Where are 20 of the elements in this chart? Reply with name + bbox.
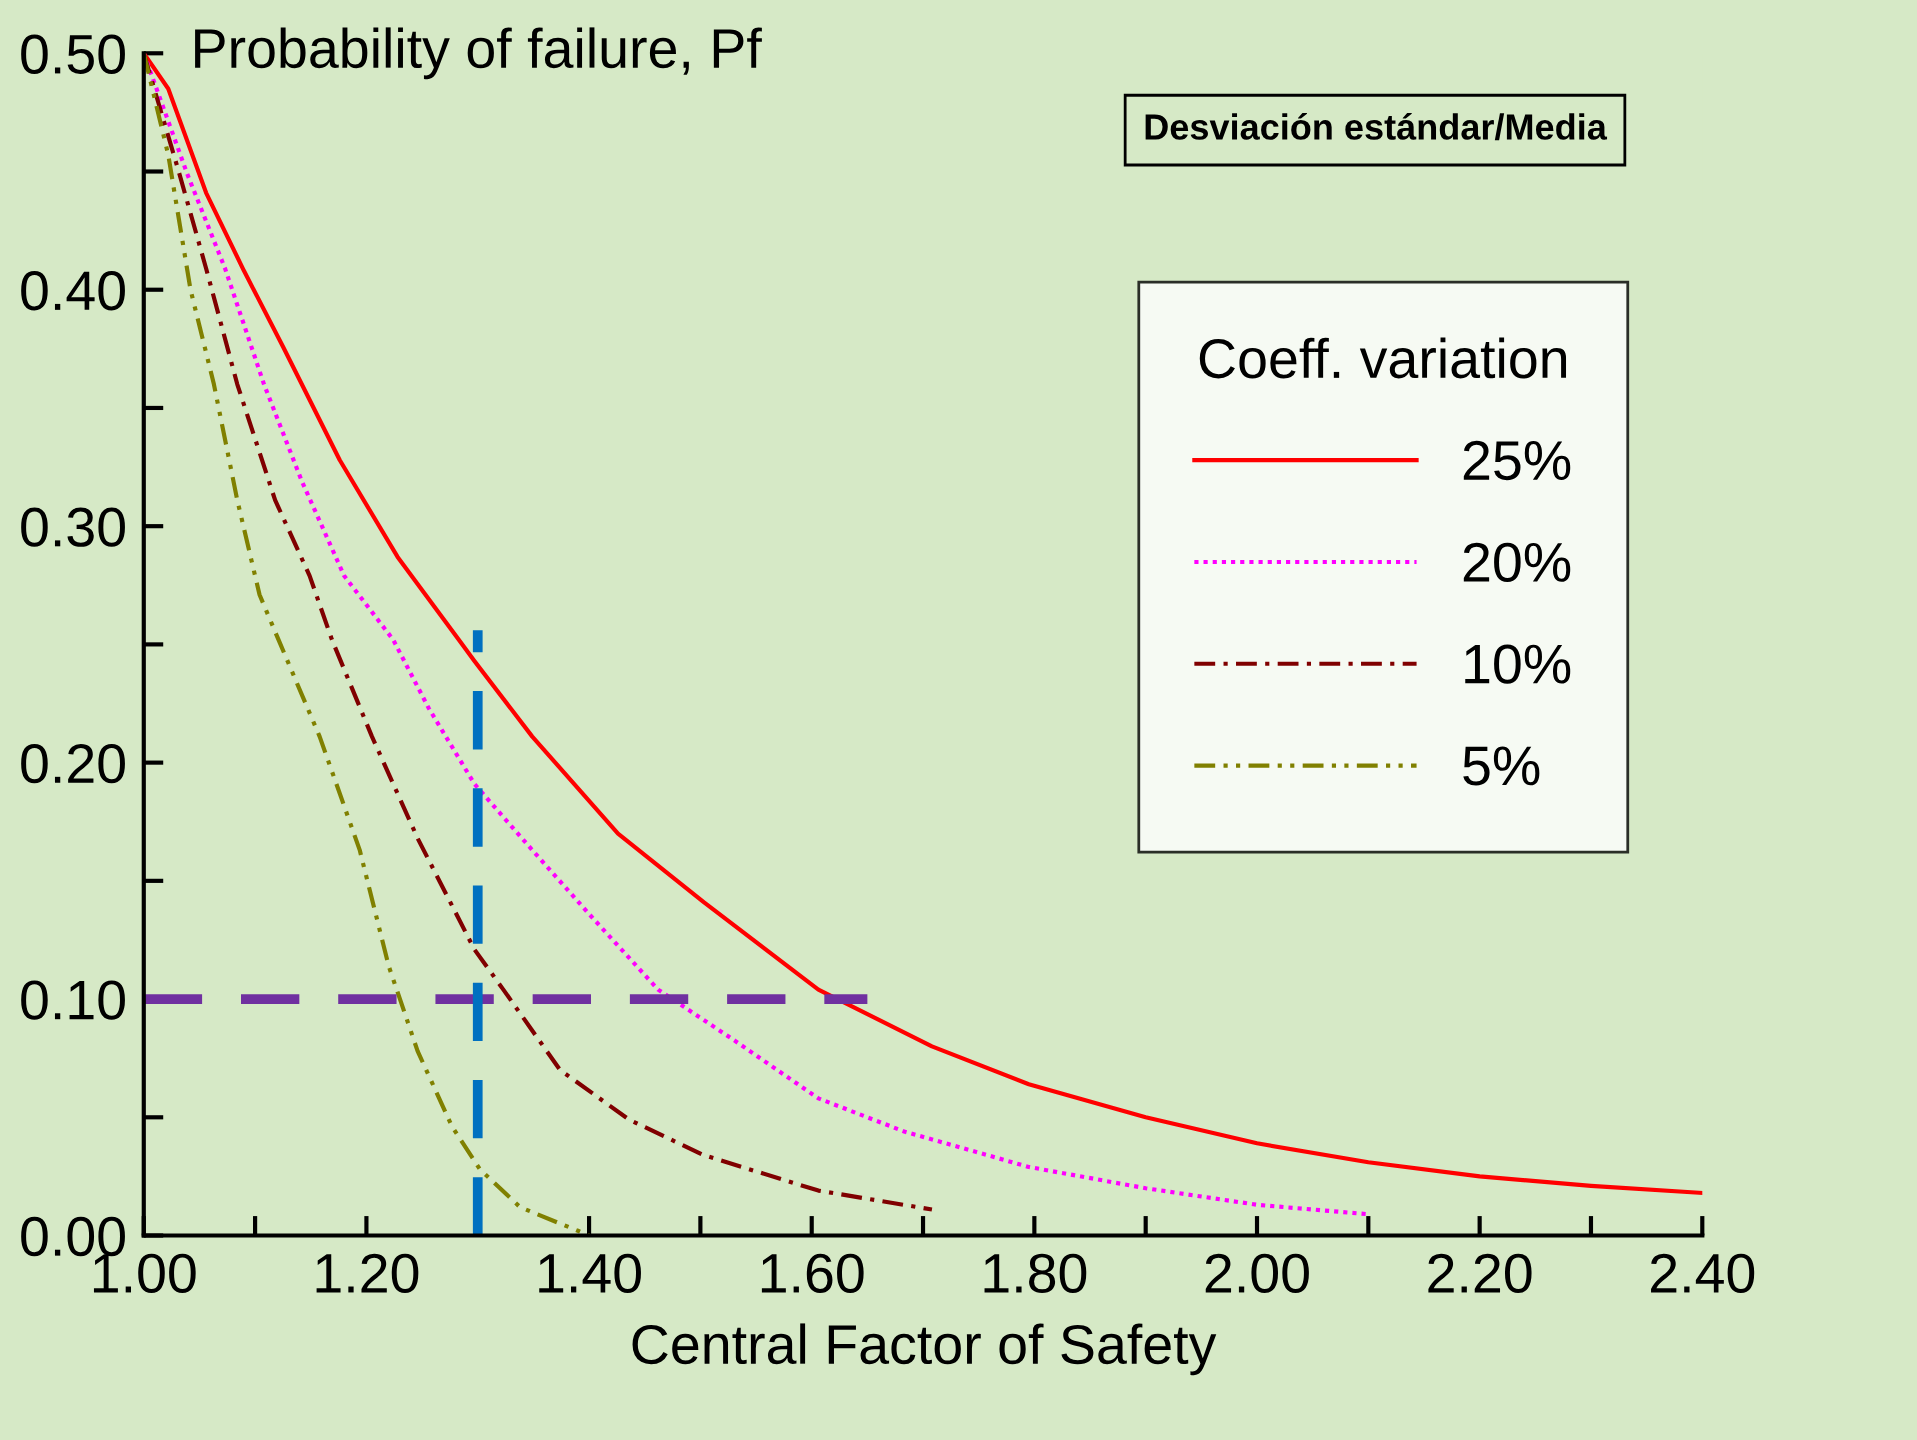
x-axis-title: Central Factor of Safety	[632, 1323, 1217, 1376]
x-tick-label: 2.40	[1651, 1253, 1755, 1293]
legend-title: Coeff. variation	[1199, 337, 1567, 379]
legend-label: 10%	[1465, 644, 1571, 684]
y-tick-label: 0.10	[21, 980, 125, 1020]
x-tick-label: 1.20	[316, 1253, 419, 1293]
x-tick-label: 1.40	[539, 1253, 641, 1293]
y-tick-label: 0.40	[21, 271, 125, 311]
legend-label: 25%	[1463, 440, 1571, 481]
y-tick-label: 0.30	[21, 507, 125, 547]
legend-label: 20%	[1463, 542, 1571, 582]
x-tick-label: 1.80	[984, 1253, 1087, 1293]
y-tick-label: 0.50	[21, 34, 125, 74]
x-tick-label: 1.60	[761, 1253, 864, 1293]
y-tick-label: 0.20	[21, 743, 125, 784]
legend-label: 5%	[1463, 746, 1540, 786]
x-tick-label: 2.00	[1205, 1253, 1309, 1293]
x-tick-label: 2.20	[1428, 1253, 1532, 1293]
annotation: Desviación estándar/Media	[1145, 112, 1608, 141]
y-axis-title: Probability of failure, Pf	[195, 27, 762, 80]
